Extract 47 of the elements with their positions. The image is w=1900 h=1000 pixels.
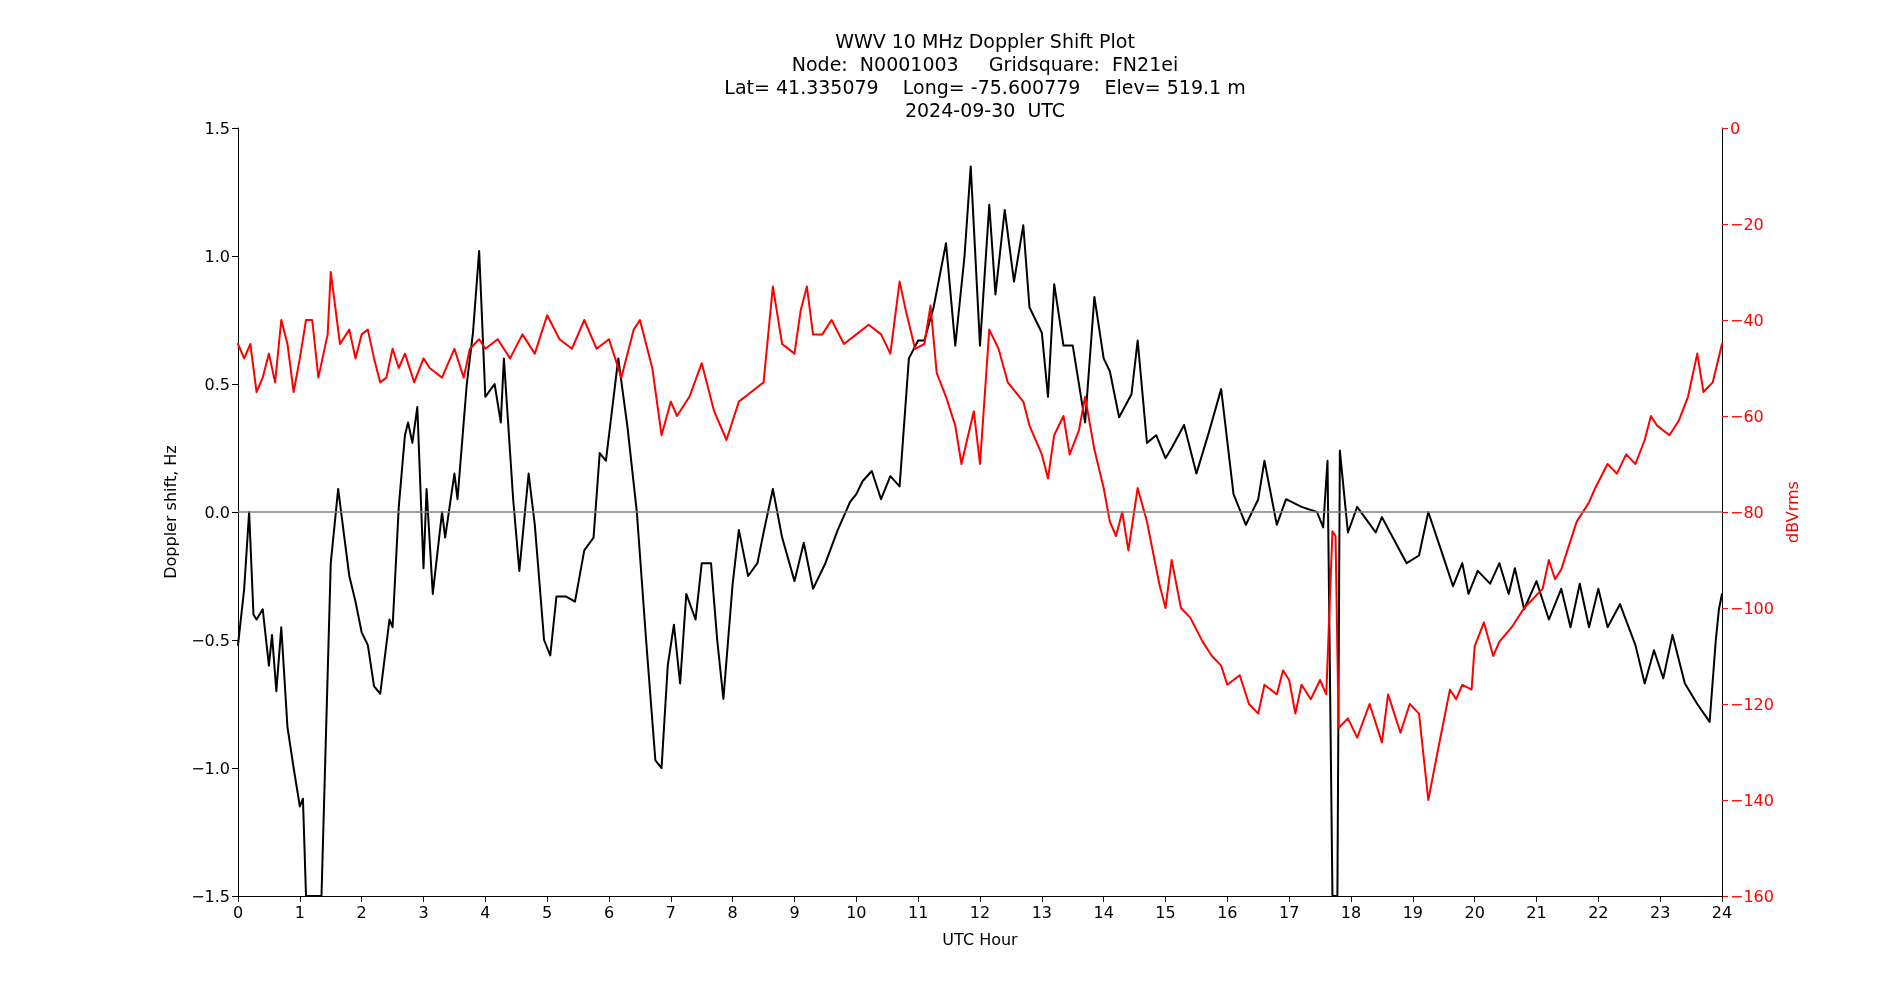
x-tick-label: 5	[542, 902, 553, 922]
x-tick-label: 12	[969, 902, 991, 922]
line-series	[237, 271, 1723, 801]
y2-axis-title: dBVrms	[1783, 481, 1803, 543]
x-tick-label: 13	[1031, 902, 1053, 922]
x-tick-label: 10	[846, 902, 867, 922]
y-tick-label: −1.5	[191, 886, 230, 906]
x-tick-label: 16	[1217, 902, 1238, 922]
x-tick-label: 20	[1464, 902, 1485, 922]
x-tick-label: 7	[665, 902, 676, 922]
y2-tick-label: −160	[1730, 886, 1774, 906]
x-tick-label: 14	[1093, 902, 1114, 922]
x-tick-label: 17	[1278, 902, 1300, 922]
y2-tick-label: −40	[1730, 310, 1764, 330]
x-tick-label: 8	[727, 902, 738, 922]
y2-tick-label: 0	[1730, 118, 1741, 138]
y-tick-label: 0.5	[204, 374, 230, 394]
x-tick-label: 19	[1402, 902, 1424, 922]
x-tick-label: 23	[1649, 902, 1671, 922]
x-tick-label: 11	[907, 902, 929, 922]
y2-tick-label: −20	[1730, 214, 1764, 234]
x-tick-label: 21	[1526, 902, 1547, 922]
y2-tick-label: −100	[1730, 598, 1774, 618]
x-tick-label: 1	[294, 902, 305, 922]
x-axis-title: UTC Hour	[942, 929, 1019, 949]
y-tick-label: −0.5	[191, 630, 230, 650]
y-axis-title: Doppler shift, Hz	[160, 445, 180, 579]
y-tick-label: 1.5	[204, 118, 230, 138]
chart-subtitle: Node: N0001003 Gridsquare: FN21ei Lat= 41.335079 Long= -75.600779 Elev= 519.1 m 2024-09-30 UTC	[724, 52, 1246, 121]
chart-title: WWV 10 MHz Doppler Shift Plot	[835, 29, 1135, 52]
x-tick-label: 18	[1340, 902, 1362, 922]
y2-tick-label: −60	[1730, 406, 1764, 426]
x-tick-label: 3	[418, 902, 429, 922]
y2-tick-label: −140	[1730, 790, 1774, 810]
x-tick-label: 4	[480, 902, 491, 922]
x-tick-label: 9	[789, 902, 800, 922]
x-tick-label: 22	[1588, 902, 1609, 922]
x-tick-label: 2	[356, 902, 367, 922]
y2-tick-label: −120	[1730, 694, 1774, 714]
y-tick-label: 0.0	[204, 502, 230, 522]
x-tick-label: 15	[1155, 902, 1176, 922]
x-tick-label: 6	[603, 902, 615, 922]
x-tick-label: 0	[232, 902, 244, 922]
y-tick-label: −1.0	[191, 758, 230, 778]
y2-tick-label: −80	[1730, 502, 1764, 522]
x-tick-label: 24	[1711, 902, 1733, 922]
y-tick-label: 1.0	[204, 246, 230, 266]
